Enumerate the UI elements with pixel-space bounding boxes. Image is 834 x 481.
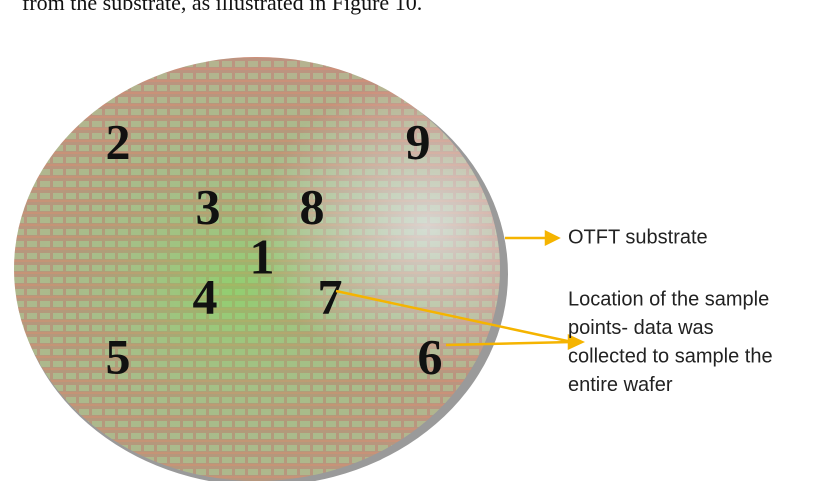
annotation-line: Location of the sample [568, 288, 769, 310]
annotation-block: Location of the sample points- data was co… [568, 288, 773, 396]
point-label: 8 [300, 178, 325, 234]
arrow-line [335, 289, 573, 344]
point-label: 2 [106, 113, 131, 169]
annotation: OTFT substrate [568, 226, 708, 248]
arrow-head [567, 334, 585, 350]
point-label: 7 [318, 268, 343, 324]
point-label: 6 [418, 328, 443, 384]
arrows [335, 229, 585, 350]
annotation-line: points- data was [568, 317, 714, 339]
point-label: 1 [250, 228, 275, 284]
point-label: 9 [406, 113, 431, 169]
sample-points: 2 9 3 814 7 5 6 [106, 113, 443, 384]
caption: from the substrate, as illustrated in Fi… [22, 0, 422, 15]
point-label: 4 [193, 268, 218, 324]
annotation-line: entire wafer [568, 374, 673, 396]
arrow-head [544, 229, 561, 247]
point-label: 5 [106, 328, 131, 384]
point-label: 3 [196, 178, 221, 234]
wafer-shine [14, 57, 500, 481]
arrow-line [445, 340, 573, 347]
annotation-line: collected to sample the [568, 345, 773, 367]
